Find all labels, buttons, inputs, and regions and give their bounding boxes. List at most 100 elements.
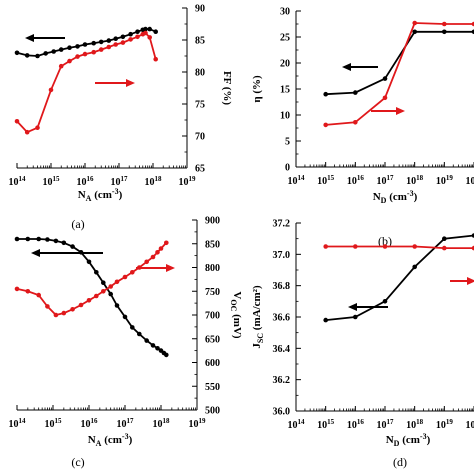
data-point [106, 38, 112, 43]
data-point [137, 331, 142, 337]
data-point [91, 40, 96, 46]
x-tick-label: 1014 [288, 418, 306, 431]
data-point [14, 286, 20, 292]
data-point [164, 240, 169, 246]
y-tick-label: 85 [195, 36, 205, 47]
data-point [61, 310, 67, 316]
data-point [412, 20, 418, 26]
y-tick-label: 700 [205, 311, 220, 322]
data-point [382, 76, 388, 81]
data-point [412, 29, 418, 35]
arrow-head [31, 249, 40, 257]
series-red [323, 244, 474, 285]
x-tick-label: 1014 [9, 175, 27, 188]
y-tick-label: 850 [205, 239, 220, 250]
data-point [98, 47, 104, 52]
data-point [14, 119, 20, 124]
y-tick-label: 36.6 [273, 313, 291, 324]
y-tick-label: 65 [195, 164, 205, 175]
x-tick-label: 1015 [317, 418, 335, 431]
x-tick-label: 1019 [179, 175, 197, 188]
y-axis-label: FF (%) [221, 71, 233, 105]
x-tick-label: 1020 [466, 418, 474, 431]
x-axis-label: NA (cm-3) [88, 432, 133, 448]
data-point [25, 289, 31, 294]
data-point [45, 237, 50, 242]
data-point [86, 298, 92, 303]
x-tick-label: 1017 [117, 417, 135, 430]
y-tick-label: 500 [205, 406, 220, 417]
data-point [471, 233, 474, 238]
data-point [113, 36, 118, 41]
panel-label: (a) [71, 217, 84, 231]
x-tick-label: 1014 [288, 174, 306, 187]
y-tick-label: 36.4 [273, 344, 291, 355]
data-point [442, 29, 447, 35]
x-tick-label: 1017 [111, 175, 129, 188]
data-point [114, 303, 120, 308]
data-point [135, 34, 140, 40]
data-point [67, 58, 72, 64]
series-line [325, 30, 474, 96]
data-point [91, 49, 96, 55]
x-tick-label: 1016 [347, 418, 365, 431]
y-tick-label: 36.8 [273, 281, 291, 292]
data-point [155, 250, 160, 255]
data-point [61, 240, 67, 246]
data-point [94, 270, 99, 275]
data-point [353, 314, 358, 320]
data-point [147, 26, 152, 32]
y-tick-label: 650 [205, 334, 220, 345]
data-point [153, 56, 158, 62]
y-tick-label: 37.2 [273, 219, 291, 230]
data-point [45, 304, 50, 309]
data-point [86, 259, 92, 265]
data-point [58, 47, 64, 52]
data-point [53, 312, 59, 318]
data-point [144, 259, 149, 265]
data-point [130, 325, 135, 330]
data-point [122, 274, 128, 280]
arrow-head [467, 277, 474, 285]
y-axis-label: VOC (mV) [229, 291, 243, 338]
y-axis-label: η (%) [251, 75, 263, 103]
data-point [106, 44, 112, 50]
x-tick-label: 1015 [317, 174, 335, 187]
data-point [144, 338, 149, 343]
data-point [67, 45, 72, 50]
series-line [325, 245, 474, 250]
data-point [382, 95, 388, 101]
data-point [75, 54, 80, 59]
data-point [36, 292, 41, 298]
data-point [150, 254, 156, 260]
x-tick-label: 1019 [436, 418, 454, 431]
series-line [16, 28, 157, 57]
series-red [14, 240, 175, 318]
y-tick-label: 550 [205, 382, 220, 393]
data-point [130, 270, 135, 275]
chart-panel-2: 1014101510161017101810191020051015202530… [251, 7, 474, 248]
data-point [75, 44, 80, 49]
data-point [120, 40, 126, 45]
panel-label: (c) [71, 455, 84, 469]
data-point [323, 317, 329, 323]
data-point [128, 37, 133, 42]
series-black [14, 26, 158, 59]
data-point [382, 299, 388, 304]
data-point [323, 122, 329, 128]
data-point [58, 63, 64, 69]
data-point [122, 314, 128, 320]
data-point [24, 53, 30, 58]
arrow-head [166, 264, 175, 272]
x-axis-label: ND (cm-3) [373, 189, 418, 205]
panel-label: (b) [378, 234, 392, 248]
x-tick-label: 1017 [377, 418, 395, 431]
y-tick-label: 37.0 [273, 250, 291, 261]
x-tick-label: 1018 [145, 175, 163, 188]
data-point [14, 50, 20, 56]
data-point [70, 307, 75, 312]
series-line [325, 22, 474, 126]
data-point [82, 42, 88, 47]
